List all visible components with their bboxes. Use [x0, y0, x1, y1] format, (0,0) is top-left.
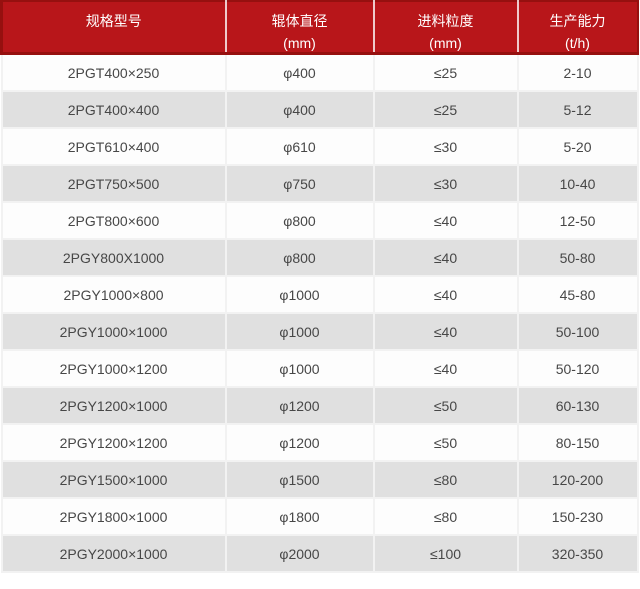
cell-capacity: 5-20 [516, 127, 639, 166]
cell-model: 2PGT400×250 [0, 52, 227, 92]
cell-model: 2PGY1500×1000 [0, 460, 227, 499]
table-row: 2PGT750×500 φ750 ≤30 10-40 [0, 164, 639, 203]
cell-capacity: 320-350 [516, 534, 639, 573]
cell-feed-size: ≤80 [372, 497, 519, 536]
table-row: 2PGY2000×1000 φ2000 ≤100 320-350 [0, 534, 639, 573]
column-header-label: 生产能力 [549, 13, 606, 29]
column-header-label: 辊体直径 [271, 13, 328, 29]
cell-feed-size: ≤25 [372, 90, 519, 129]
cell-roller-diameter: φ1500 [224, 460, 375, 499]
cell-capacity: 120-200 [516, 460, 639, 499]
cell-feed-size: ≤40 [372, 275, 519, 314]
cell-feed-size: ≤50 [372, 423, 519, 462]
column-header-capacity: 生产能力 (t/h) [517, 0, 639, 55]
cell-roller-diameter: φ800 [224, 201, 375, 240]
table-row: 2PGT800×600 φ800 ≤40 12-50 [0, 201, 639, 240]
table-row: 2PGT400×400 φ400 ≤25 5-12 [0, 90, 639, 129]
cell-model: 2PGY1200×1000 [0, 386, 227, 425]
table-row: 2PGY1500×1000 φ1500 ≤80 120-200 [0, 460, 639, 499]
cell-capacity: 10-40 [516, 164, 639, 203]
cell-feed-size: ≤100 [372, 534, 519, 573]
table-row: 2PGY1200×1000 φ1200 ≤50 60-130 [0, 386, 639, 425]
table-row: 2PGY1200×1200 φ1200 ≤50 80-150 [0, 423, 639, 462]
cell-model: 2PGY1000×1000 [0, 312, 227, 351]
cell-capacity: 50-120 [516, 349, 639, 388]
cell-feed-size: ≤30 [372, 127, 519, 166]
spec-table-container: 规格型号 辊体直径 (mm) 进料粒度 (mm) 生产能力 (t/h) [0, 0, 639, 573]
cell-roller-diameter: φ1000 [224, 312, 375, 351]
cell-capacity: 45-80 [516, 275, 639, 314]
table-row: 2PGY1000×800 φ1000 ≤40 45-80 [0, 275, 639, 314]
cell-roller-diameter: φ2000 [224, 534, 375, 573]
cell-capacity: 150-230 [516, 497, 639, 536]
cell-feed-size: ≤40 [372, 238, 519, 277]
cell-roller-diameter: φ1800 [224, 497, 375, 536]
spec-table-body: 2PGT400×250 φ400 ≤25 2-10 2PGT400×400 φ4… [0, 52, 639, 573]
table-row: 2PGT400×250 φ400 ≤25 2-10 [0, 52, 639, 92]
cell-capacity: 50-100 [516, 312, 639, 351]
cell-model: 2PGT800×600 [0, 201, 227, 240]
cell-model: 2PGT610×400 [0, 127, 227, 166]
cell-feed-size: ≤80 [372, 460, 519, 499]
cell-feed-size: ≤40 [372, 312, 519, 351]
column-header-model: 规格型号 [0, 0, 227, 55]
table-row: 2PGT610×400 φ610 ≤30 5-20 [0, 127, 639, 166]
cell-model: 2PGT750×500 [0, 164, 227, 203]
cell-roller-diameter: φ1000 [224, 349, 375, 388]
cell-roller-diameter: φ1200 [224, 386, 375, 425]
table-row: 2PGY1000×1200 φ1000 ≤40 50-120 [0, 349, 639, 388]
cell-capacity: 80-150 [516, 423, 639, 462]
cell-model: 2PGY1000×1200 [0, 349, 227, 388]
cell-roller-diameter: φ800 [224, 238, 375, 277]
column-header-unit: (mm) [429, 35, 462, 51]
cell-capacity: 60-130 [516, 386, 639, 425]
cell-model: 2PGT400×400 [0, 90, 227, 129]
column-header-roller-diameter: 辊体直径 (mm) [225, 0, 375, 55]
column-header-unit: (t/h) [565, 35, 590, 51]
column-header-label: 规格型号 [85, 13, 142, 29]
spec-table-header: 规格型号 辊体直径 (mm) 进料粒度 (mm) 生产能力 (t/h) [0, 0, 639, 55]
cell-roller-diameter: φ1000 [224, 275, 375, 314]
cell-feed-size: ≤40 [372, 201, 519, 240]
cell-capacity: 5-12 [516, 90, 639, 129]
table-row: 2PGY1800×1000 φ1800 ≤80 150-230 [0, 497, 639, 536]
cell-roller-diameter: φ400 [224, 90, 375, 129]
cell-roller-diameter: φ1200 [224, 423, 375, 462]
cell-feed-size: ≤40 [372, 349, 519, 388]
column-header-unit: (mm) [283, 35, 316, 51]
cell-capacity: 12-50 [516, 201, 639, 240]
cell-model: 2PGY1800×1000 [0, 497, 227, 536]
cell-roller-diameter: φ610 [224, 127, 375, 166]
spec-table: 规格型号 辊体直径 (mm) 进料粒度 (mm) 生产能力 (t/h) [0, 0, 639, 573]
cell-capacity: 2-10 [516, 52, 639, 92]
cell-feed-size: ≤50 [372, 386, 519, 425]
cell-feed-size: ≤25 [372, 52, 519, 92]
cell-capacity: 50-80 [516, 238, 639, 277]
table-row: 2PGY800X1000 φ800 ≤40 50-80 [0, 238, 639, 277]
cell-model: 2PGY2000×1000 [0, 534, 227, 573]
header-row: 规格型号 辊体直径 (mm) 进料粒度 (mm) 生产能力 (t/h) [0, 0, 639, 55]
cell-model: 2PGY1000×800 [0, 275, 227, 314]
cell-model: 2PGY800X1000 [0, 238, 227, 277]
cell-roller-diameter: φ400 [224, 52, 375, 92]
cell-feed-size: ≤30 [372, 164, 519, 203]
table-row: 2PGY1000×1000 φ1000 ≤40 50-100 [0, 312, 639, 351]
cell-roller-diameter: φ750 [224, 164, 375, 203]
column-header-label: 进料粒度 [417, 13, 474, 29]
column-header-feed-size: 进料粒度 (mm) [373, 0, 519, 55]
cell-model: 2PGY1200×1200 [0, 423, 227, 462]
